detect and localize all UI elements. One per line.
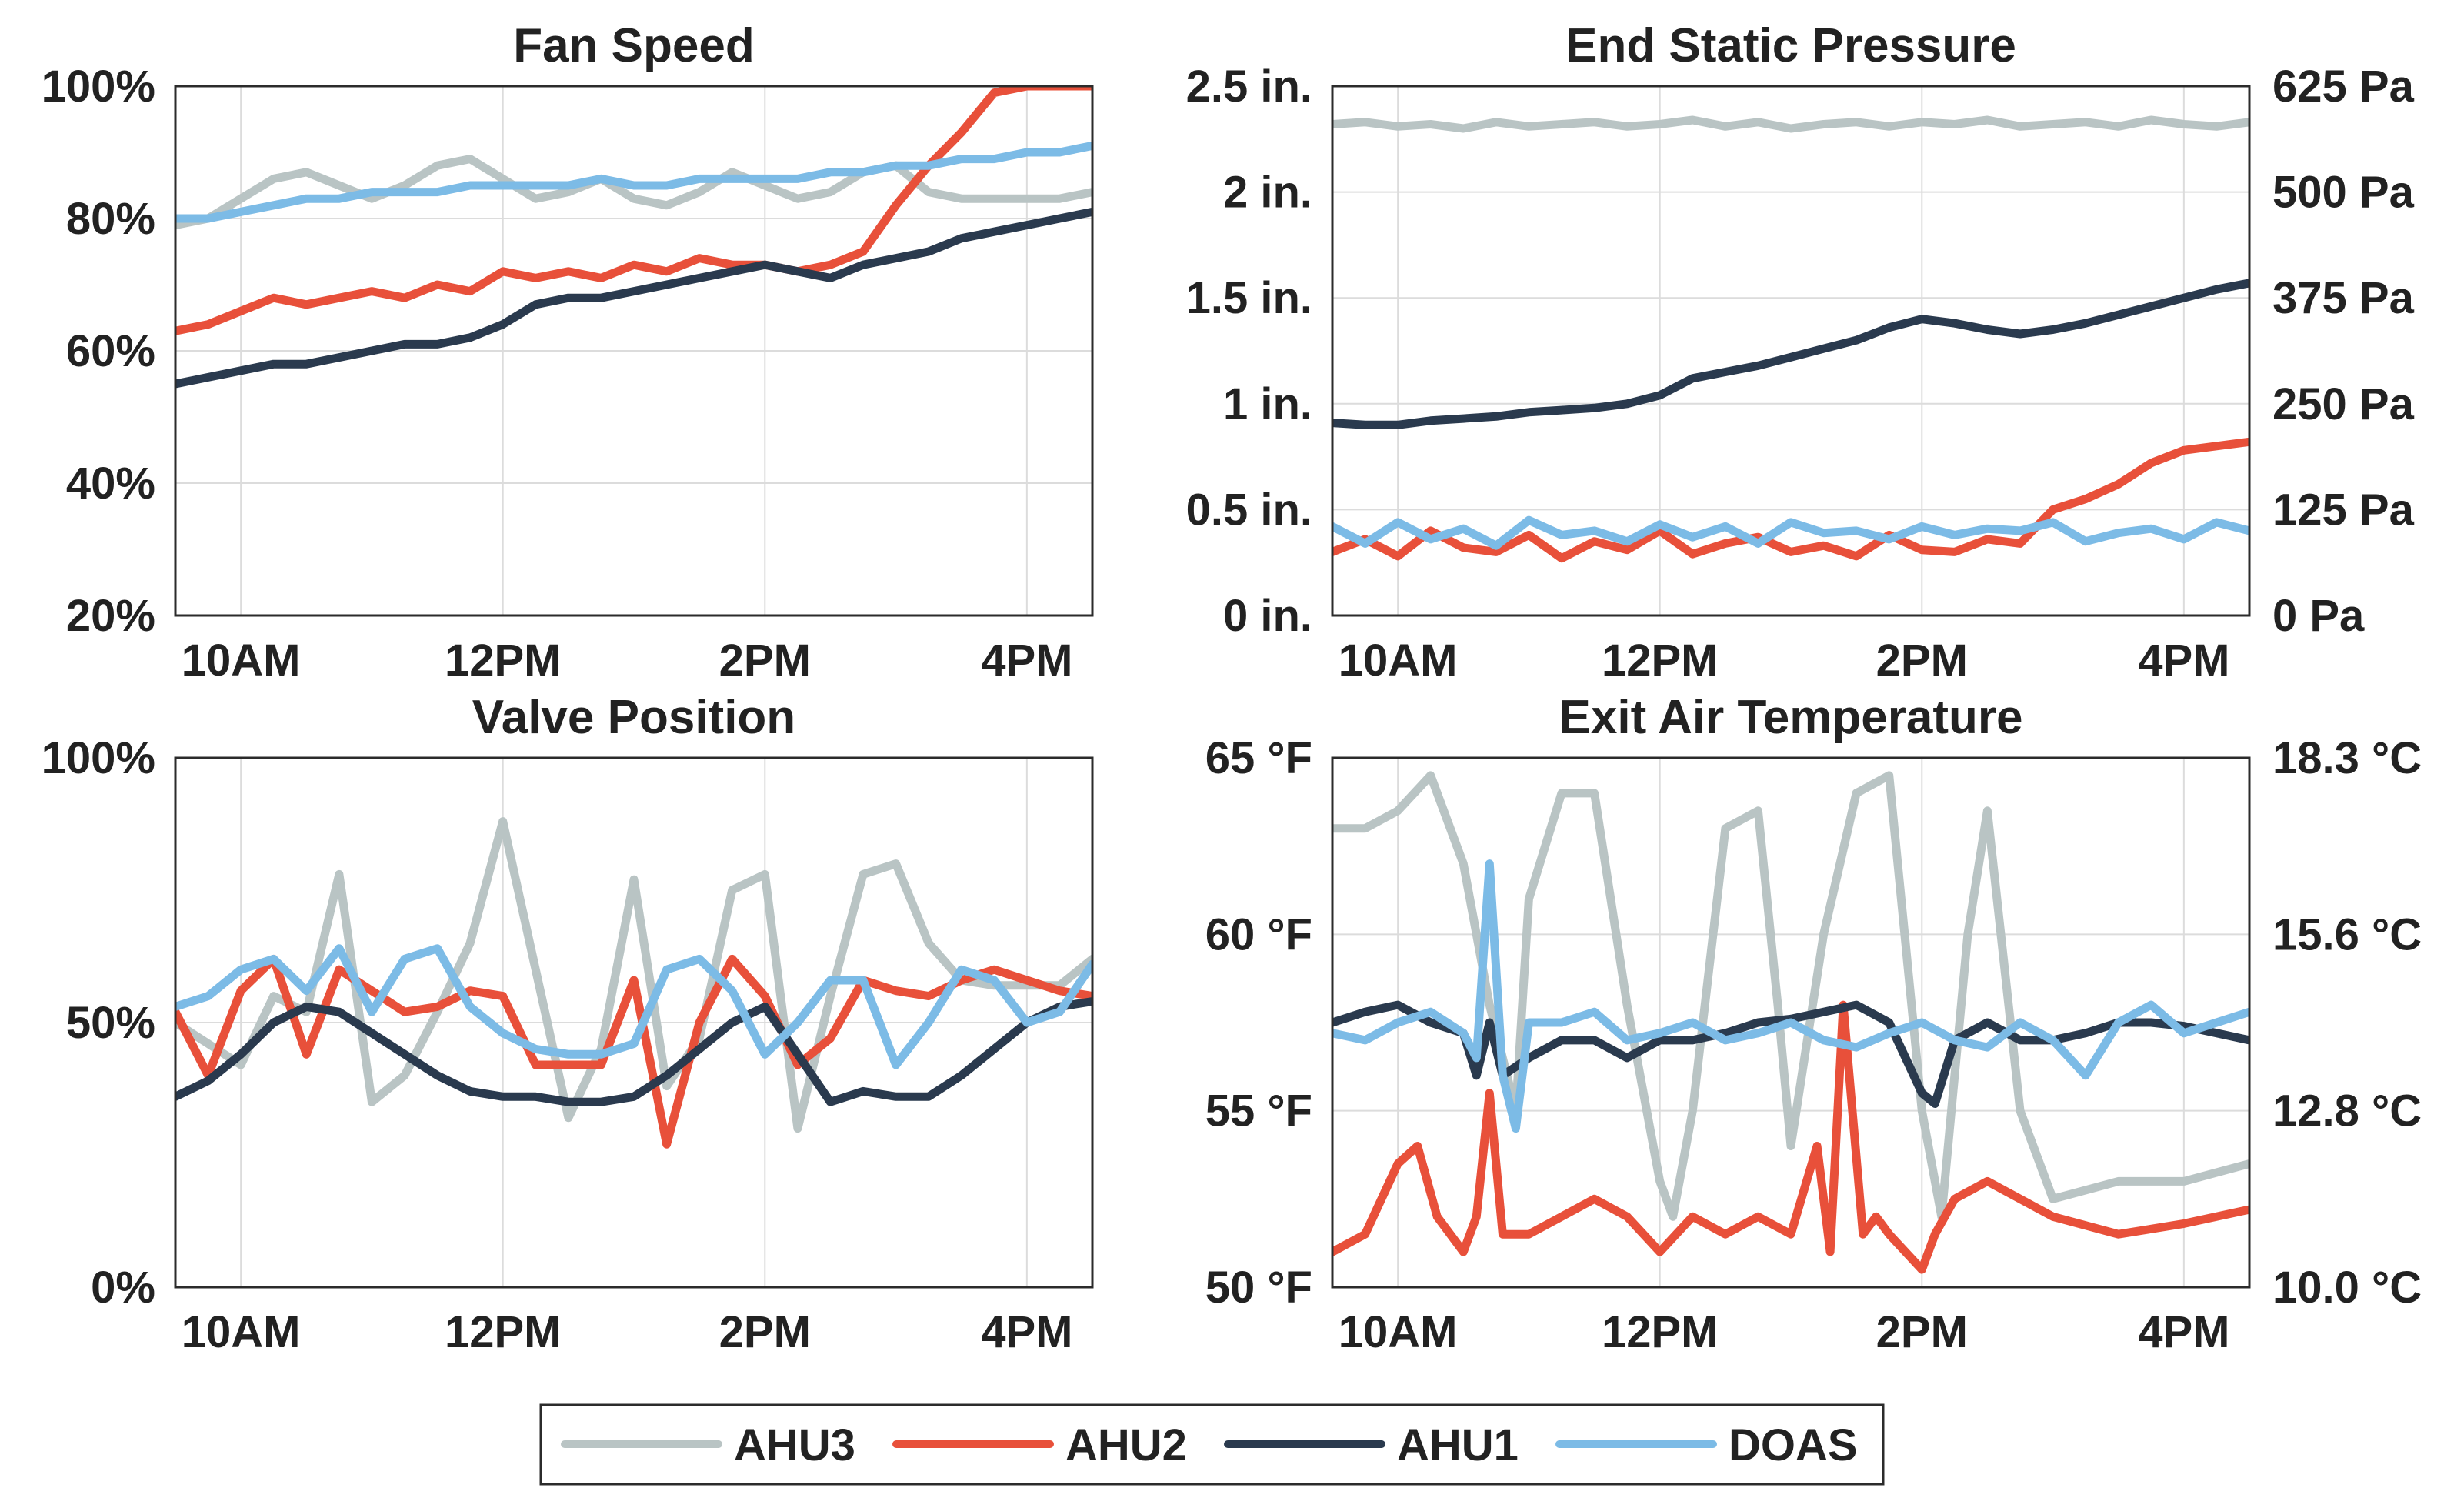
end-static-pressure-y2-tick-label: 125 Pa <box>2272 485 2415 535</box>
fan-speed-y-tick-label: 40% <box>66 459 155 509</box>
valve-position-x-tick-label: 10AM <box>182 1307 301 1357</box>
exit-air-temperature-x-tick-label: 2PM <box>1876 1307 1968 1357</box>
end-static-pressure-y-tick-label: 2.5 in. <box>1186 62 1312 112</box>
exit-air-temperature-series-group <box>1332 771 2249 1274</box>
legend-label-ahu3: AHU3 <box>734 1420 855 1470</box>
fan-speed-y-tick-label: 100% <box>42 62 155 112</box>
exit-air-temperature-x-tick-label: 10AM <box>1339 1307 1458 1357</box>
end-static-pressure-y2-tick-label: 250 Pa <box>2272 379 2415 429</box>
end-static-pressure-series-group <box>1332 115 2249 563</box>
valve-position-y-tick-label: 100% <box>42 733 155 783</box>
exit-air-temperature-plot-frame <box>1331 756 2251 1289</box>
valve-position-series-group <box>175 817 1092 1149</box>
fan-speed-y-tick-label: 20% <box>66 591 155 641</box>
exit-air-temperature-y-tick-label: 65 °F <box>1205 733 1312 783</box>
fan-speed-x-tick-label: 10AM <box>182 636 301 686</box>
exit-air-temperature-y2-tick-label: 15.6 °C <box>2272 909 2422 959</box>
fan-speed-x-tick-label: 2PM <box>719 636 811 686</box>
end-static-pressure-y-tick-label: 0.5 in. <box>1186 485 1312 535</box>
end-static-pressure-series-ahu1 <box>1332 279 2249 429</box>
valve-position-series-doas <box>175 944 1092 1069</box>
exit-air-temperature-y2-tick-label: 10.0 °C <box>2272 1263 2422 1313</box>
valve-position-title: Valve Position <box>472 691 795 744</box>
exit-air-temperature-y-tick-label: 55 °F <box>1205 1086 1312 1136</box>
exit-air-temperature-y2-tick-label: 18.3 °C <box>2272 733 2422 783</box>
end-static-pressure-x-tick-label: 2PM <box>1876 636 1968 686</box>
fan-speed-series-ahu2 <box>175 86 1092 335</box>
fan-speed-panel: Fan Speed 10AM 12PM 2PM 4PM 20% 40% 60% 80% 100% <box>42 19 1094 686</box>
exit-air-temperature-series-ahu1 <box>1332 1000 2249 1108</box>
exit-air-temperature-panel: Exit Air Temperature 10AM 12PM 2PM 4PM 50 °F… <box>1205 691 2422 1357</box>
valve-position-series-ahu3 <box>175 817 1092 1133</box>
legend: AHU3 AHU2 AHU1 DOAS <box>539 1403 1885 1486</box>
end-static-pressure-x-tick-label: 4PM <box>2138 636 2229 686</box>
end-static-pressure-series-doas <box>1332 515 2249 550</box>
end-static-pressure-panel: End Static Pressure 10AM 12PM 2PM 4PM 0 in. 0… <box>1186 19 2415 686</box>
legend-label-doas: DOAS <box>1729 1420 1858 1470</box>
valve-position-series-ahu2 <box>175 954 1092 1149</box>
end-static-pressure-y-tick-label: 2 in. <box>1223 168 1312 218</box>
valve-position-y-tick-label: 0% <box>91 1263 155 1313</box>
fan-speed-series-doas <box>175 141 1092 223</box>
valve-position-x-tick-label: 12PM <box>445 1307 562 1357</box>
fan-speed-series-group <box>175 86 1092 389</box>
end-static-pressure-series-ahu3 <box>1332 115 2249 133</box>
exit-air-temperature-series-ahu2 <box>1332 1000 2249 1274</box>
end-static-pressure-series-ahu2 <box>1332 437 2249 563</box>
end-static-pressure-y2-tick-label: 500 Pa <box>2272 168 2415 218</box>
end-static-pressure-y-tick-label: 0 in. <box>1223 591 1312 641</box>
fan-speed-title: Fan Speed <box>513 19 755 72</box>
exit-air-temperature-x-tick-label: 4PM <box>2138 1307 2229 1357</box>
end-static-pressure-plot-frame <box>1331 85 2251 617</box>
legend-label-ahu2: AHU2 <box>1065 1420 1187 1470</box>
valve-position-x-tick-label: 2PM <box>719 1307 811 1357</box>
exit-air-temperature-title: Exit Air Temperature <box>1559 691 2023 744</box>
fan-speed-x-tick-label: 12PM <box>445 636 562 686</box>
valve-position-x-tick-label: 4PM <box>981 1307 1072 1357</box>
fan-speed-y-tick-label: 80% <box>66 194 155 244</box>
end-static-pressure-x-tick-label: 10AM <box>1339 636 1458 686</box>
exit-air-temperature-series-doas <box>1332 859 2249 1133</box>
fan-speed-series-ahu1 <box>175 207 1092 389</box>
end-static-pressure-title: End Static Pressure <box>1565 19 2016 72</box>
fan-speed-plot-frame <box>174 85 1094 617</box>
end-static-pressure-y-tick-label: 1.5 in. <box>1186 273 1312 323</box>
exit-air-temperature-y-tick-label: 60 °F <box>1205 909 1312 959</box>
end-static-pressure-x-tick-label: 12PM <box>1602 636 1719 686</box>
exit-air-temperature-y2-tick-label: 12.8 °C <box>2272 1086 2422 1136</box>
end-static-pressure-y2-tick-label: 625 Pa <box>2272 62 2415 112</box>
end-static-pressure-y2-tick-label: 0 Pa <box>2272 591 2365 641</box>
exit-air-temperature-x-tick-label: 12PM <box>1602 1307 1719 1357</box>
exit-air-temperature-y-tick-label: 50 °F <box>1205 1263 1312 1313</box>
valve-position-series-ahu1 <box>175 997 1092 1106</box>
end-static-pressure-y-tick-label: 1 in. <box>1223 379 1312 429</box>
legend-label-ahu1: AHU1 <box>1397 1420 1519 1470</box>
valve-position-panel: Valve Position 10AM 12PM 2PM 4PM 0% 50% 100% <box>42 691 1094 1357</box>
valve-position-plot-frame <box>174 756 1094 1289</box>
end-static-pressure-y2-tick-label: 375 Pa <box>2272 273 2415 323</box>
valve-position-y-tick-label: 50% <box>66 998 155 1048</box>
fan-speed-y-tick-label: 60% <box>66 326 155 376</box>
fan-speed-x-tick-label: 4PM <box>981 636 1072 686</box>
fan-speed-series-ahu3 <box>175 155 1092 230</box>
